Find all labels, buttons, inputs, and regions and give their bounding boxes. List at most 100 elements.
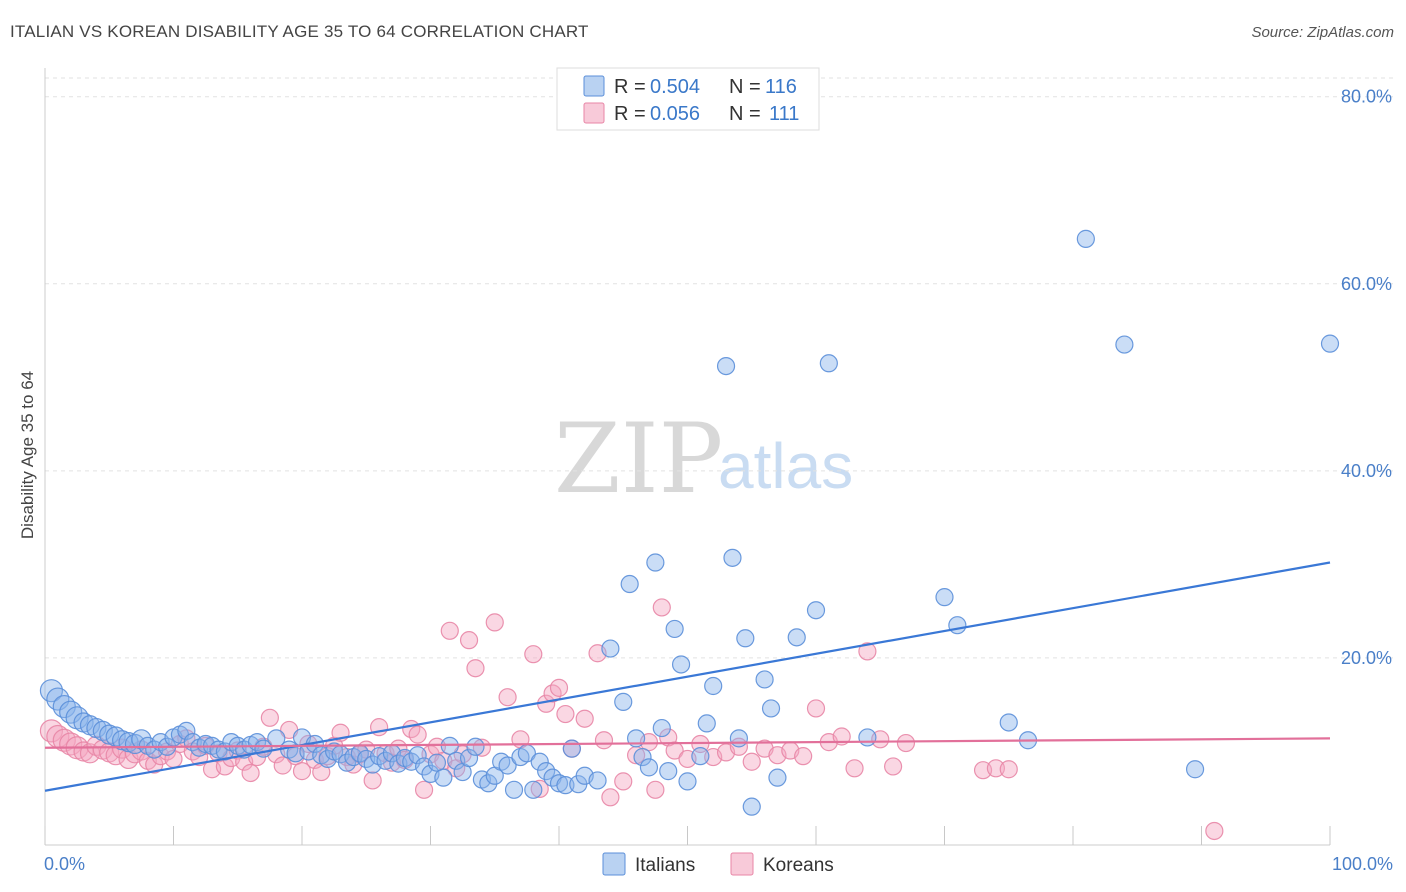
point-italians-98 — [716, 356, 736, 376]
y-tick-labels: 20.0% 40.0% 60.0% 80.0% — [1341, 87, 1392, 668]
legend-swatch-italians — [583, 75, 605, 97]
point-italians-92 — [665, 619, 684, 639]
chart-title: ITALIAN VS KOREAN DISABILITY AGE 35 TO 6… — [10, 22, 589, 41]
x-tick-label-1: 100.0% — [1332, 854, 1393, 874]
point-italians-112 — [999, 713, 1018, 732]
point-italians-93 — [671, 655, 691, 674]
trend-line-italians — [44, 561, 1331, 792]
legend-r-label-italians: R = — [614, 76, 646, 98]
point-koreans-68 — [485, 613, 504, 632]
point-koreans-85 — [646, 780, 665, 799]
point-koreans-101 — [832, 727, 851, 746]
point-italians-99 — [723, 548, 742, 567]
point-italians-63 — [459, 748, 479, 768]
point-koreans-76 — [556, 704, 575, 724]
point-koreans-62 — [440, 621, 459, 640]
point-koreans-36 — [273, 756, 292, 775]
point-italians-14 — [131, 729, 152, 750]
point-italians-75 — [537, 762, 556, 781]
point-italians-106 — [787, 628, 806, 647]
point-italians-88 — [639, 758, 659, 777]
point-koreans-94 — [742, 752, 761, 771]
point-koreans-108 — [986, 759, 1006, 778]
point-italians-87 — [633, 747, 652, 767]
trend-lines — [44, 561, 1331, 792]
point-italians-89 — [646, 553, 665, 572]
watermark-atlas: atlas — [718, 430, 853, 502]
point-koreans-105 — [883, 757, 903, 776]
point-koreans-103 — [858, 642, 877, 661]
point-koreans-31 — [241, 763, 260, 783]
y-tick-label-0: 20.0% — [1341, 648, 1392, 668]
bottom-legend-swatch-italians — [602, 852, 626, 876]
point-koreans-102 — [845, 759, 864, 778]
point-koreans-34 — [260, 708, 279, 727]
legend-r-value-italians: 0.504 — [650, 76, 700, 98]
legend-n-value-koreans: 111 — [769, 103, 799, 125]
point-italians-116 — [1185, 760, 1205, 779]
point-koreans-82 — [614, 772, 633, 791]
point-italians-111 — [948, 616, 967, 635]
point-italians-59 — [434, 768, 453, 787]
point-italians-97 — [704, 676, 723, 696]
point-italians-79 — [562, 739, 581, 758]
point-italians-107 — [806, 601, 826, 620]
point-koreans-99 — [806, 699, 826, 718]
point-italians-115 — [1115, 335, 1134, 354]
point-koreans-78 — [575, 709, 594, 728]
point-koreans-69 — [498, 688, 517, 707]
legend-r-value-koreans: 0.056 — [650, 103, 700, 125]
point-italians-74 — [530, 752, 549, 771]
legend-r-label-koreans: R = — [614, 103, 646, 125]
point-koreans-109 — [999, 760, 1018, 779]
point-italians-69 — [498, 756, 517, 775]
point-koreans-72 — [530, 779, 549, 798]
point-koreans-75 — [549, 678, 569, 697]
point-koreans-39 — [292, 762, 312, 781]
point-italians-95 — [691, 747, 710, 766]
legend-swatch-koreans — [583, 102, 605, 124]
point-italians-102 — [742, 797, 761, 816]
point-italians-117 — [1320, 334, 1340, 353]
point-italians-105 — [768, 768, 787, 787]
bottom-legend-label-koreans: Koreans — [763, 855, 834, 876]
legend-n-label-italians: N = — [729, 76, 761, 98]
y-tick-label-1: 40.0% — [1341, 461, 1392, 481]
watermark-zip: ZIP — [554, 403, 723, 515]
point-italians-96 — [697, 714, 716, 733]
point-italians-58 — [427, 753, 447, 772]
series-koreans-points — [39, 598, 1224, 841]
point-italians-64 — [466, 737, 485, 756]
bottom-legend-label-italians: Italians — [635, 855, 695, 876]
x-tick-labels: 0.0% 100.0% — [44, 854, 1393, 874]
point-italians-10 — [105, 726, 126, 747]
point-italians-77 — [549, 774, 569, 793]
point-italians-104 — [761, 699, 781, 718]
point-koreans-81 — [601, 788, 620, 807]
point-koreans-87 — [659, 728, 678, 747]
source-label: Source: ZipAtlas.com — [1251, 24, 1394, 41]
point-italians-8 — [92, 720, 113, 741]
bottom-legend: Italians Koreans — [602, 852, 834, 876]
point-italians-73 — [524, 780, 543, 799]
point-italians-70 — [504, 780, 524, 799]
point-koreans-23 — [190, 747, 209, 767]
point-italians-83 — [601, 639, 620, 658]
axes — [44, 68, 1331, 846]
point-koreans-110 — [1205, 821, 1224, 841]
point-koreans-86 — [652, 598, 671, 617]
point-koreans-50 — [363, 771, 382, 790]
point-koreans-65 — [459, 631, 479, 650]
point-italians-103 — [755, 670, 774, 689]
point-italians-55 — [408, 746, 427, 765]
point-koreans-7 — [86, 735, 107, 756]
point-italians-94 — [678, 772, 697, 791]
bottom-legend-swatch-koreans — [730, 852, 754, 876]
y-tick-label-3: 80.0% — [1341, 87, 1392, 107]
point-italians-110 — [935, 588, 954, 607]
point-koreans-57 — [408, 725, 427, 744]
legend-n-value-italians: 116 — [765, 76, 797, 98]
point-italians-109 — [858, 728, 877, 747]
y-tick-label-2: 60.0% — [1341, 274, 1392, 294]
